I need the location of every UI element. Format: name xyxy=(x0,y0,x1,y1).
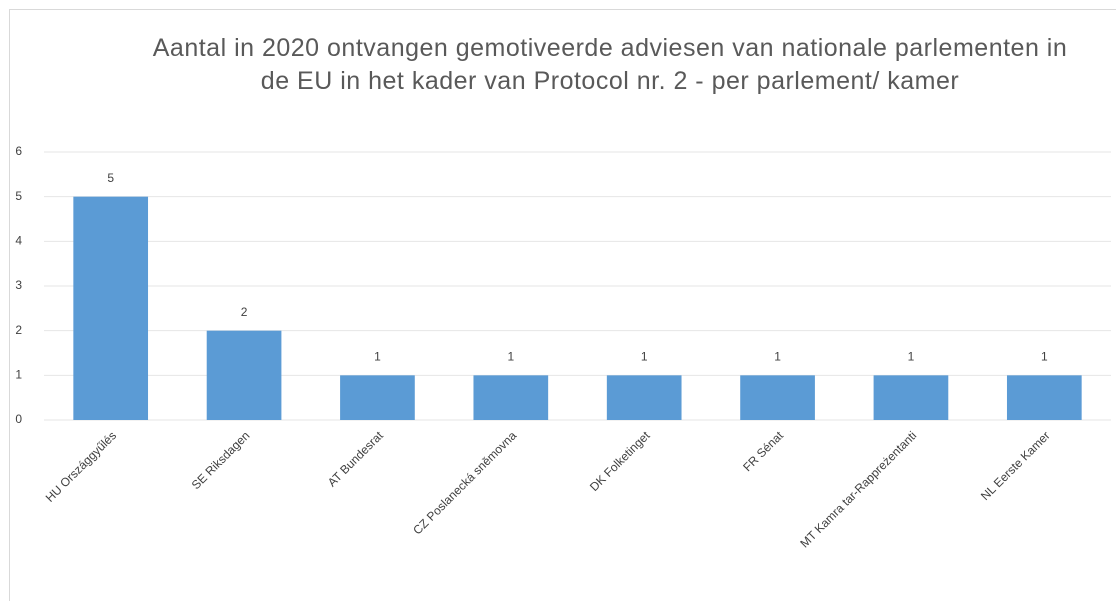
data-label: 1 xyxy=(374,350,381,364)
data-label: 1 xyxy=(507,350,514,364)
data-label: 5 xyxy=(107,171,114,185)
data-label: 1 xyxy=(908,350,915,364)
data-label: 1 xyxy=(774,350,781,364)
x-tick-label: DK Folketinget xyxy=(587,428,653,494)
x-tick-label: FR Sénat xyxy=(740,428,786,474)
x-tick-label: AT Bundesrat xyxy=(325,428,386,489)
x-tick-label: MT Kamra tar-Rappreżentanti xyxy=(797,428,919,550)
bar xyxy=(873,375,949,420)
data-label: 2 xyxy=(241,305,248,319)
bar xyxy=(606,375,682,420)
x-tick-label: CZ Poslanecká sněmovna xyxy=(410,428,519,537)
chart-title: Aantal in 2020 ontvangen gemotiveerde ad… xyxy=(152,34,1068,95)
x-tick-label: SE Riksdagen xyxy=(189,428,253,492)
bar xyxy=(206,330,282,420)
bar xyxy=(740,375,815,420)
y-tick-label: 0 xyxy=(15,412,22,426)
data-label: 1 xyxy=(641,350,648,364)
bar xyxy=(340,375,415,420)
bar xyxy=(73,196,149,420)
bar xyxy=(1006,375,1082,420)
y-tick-label: 1 xyxy=(15,368,22,382)
y-tick-label: 4 xyxy=(15,234,22,248)
chart-frame xyxy=(9,9,1116,601)
data-label: 1 xyxy=(1041,350,1048,364)
x-tick-label: HU Országgyűlés xyxy=(43,428,119,504)
y-tick-label: 2 xyxy=(15,323,22,337)
x-tick-label: NL Eerste Kamer xyxy=(978,428,1053,503)
bar xyxy=(473,375,549,420)
y-tick-label: 6 xyxy=(15,144,22,158)
y-tick-label: 5 xyxy=(15,189,22,203)
y-tick-label: 3 xyxy=(15,278,22,292)
